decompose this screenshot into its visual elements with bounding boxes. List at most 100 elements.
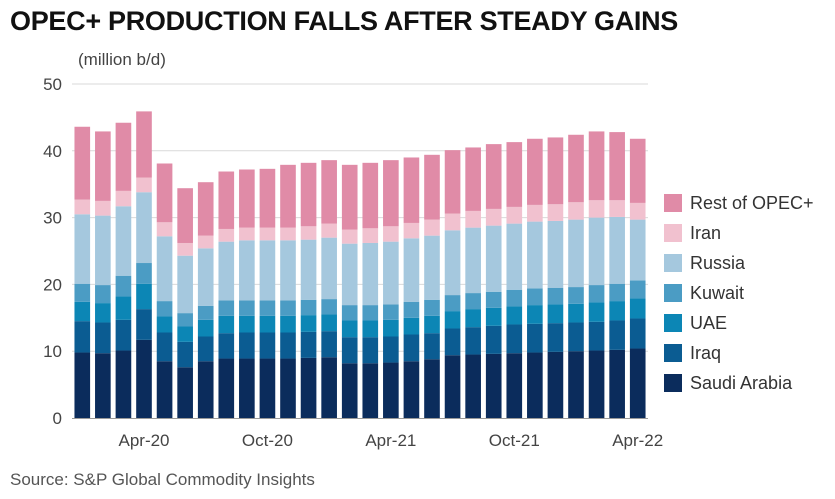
bar-segment-saudi-arabia (609, 349, 625, 418)
bar-segment-rest-of-opec (239, 169, 255, 228)
bar-segment-rest-of-opec (465, 147, 481, 211)
bar-segment-rest-of-opec (424, 154, 440, 220)
bar-segment-iraq (239, 332, 255, 359)
bar-segment-uae (115, 296, 132, 320)
bar-segment-rest-of-opec (403, 157, 420, 223)
bar-segment-kuwait (362, 305, 379, 321)
legend-label: Iran (690, 223, 721, 243)
bar-segment-uae (341, 320, 358, 338)
bar-segment-russia (383, 241, 399, 305)
bar-stack (547, 137, 564, 418)
bar-segment-iraq (341, 337, 358, 364)
legend-swatch (664, 224, 682, 242)
bar-segment-kuwait (588, 285, 605, 303)
bar-stack (629, 138, 646, 418)
bar-segment-iran (115, 190, 132, 207)
bar-segment-kuwait (568, 287, 584, 304)
bar-stack (177, 188, 193, 418)
bar-segment-russia (609, 216, 625, 284)
bar-segment-iraq (403, 334, 420, 362)
bar-segment-russia (341, 243, 358, 306)
bar-segment-rest-of-opec (568, 134, 584, 203)
bar-segment-rest-of-opec (629, 138, 646, 203)
bar-stack (568, 134, 584, 418)
legend-label: Rest of OPEC+ (690, 193, 814, 213)
bar-segment-uae (609, 301, 625, 321)
bar-segment-russia (424, 235, 440, 300)
bar-segment-kuwait (197, 305, 214, 320)
bar-segment-uae (239, 315, 255, 333)
bar-stack (341, 164, 358, 418)
bar-segment-iran (403, 222, 420, 239)
bar-segment-uae (506, 306, 523, 325)
bar-segment-rest-of-opec (259, 168, 276, 228)
bar-segment-uae (321, 314, 337, 332)
bar-stack (95, 131, 111, 418)
bar-segment-iraq (547, 323, 564, 352)
bar-segment-iraq (156, 332, 173, 362)
legend-swatch (664, 314, 682, 332)
legend-label: Saudi Arabia (690, 373, 793, 393)
bar-segment-saudi-arabia (321, 357, 337, 418)
bar-segment-iraq (485, 325, 502, 354)
bar-stack (588, 131, 605, 418)
bar-segment-russia (239, 240, 255, 301)
bar-segment-iraq (568, 322, 584, 352)
bar-segment-saudi-arabia (239, 358, 255, 418)
bar-segment-kuwait (280, 300, 296, 316)
bar-segment-russia (321, 237, 337, 300)
bar-segment-russia (115, 206, 132, 276)
bar-segment-russia (156, 236, 173, 302)
bar-segment-iran (95, 200, 111, 216)
bar-segment-russia (136, 192, 152, 264)
bar-segment-russia (547, 220, 564, 288)
bar-segment-uae (568, 303, 584, 323)
bar-segment-iran (218, 228, 235, 242)
bar-segment-kuwait (485, 291, 502, 308)
y-tick-label: 10 (43, 342, 62, 361)
bar-segment-rest-of-opec (300, 162, 317, 227)
bar-segment-kuwait (424, 299, 440, 316)
bar-segment-rest-of-opec (74, 126, 91, 200)
bar-segment-saudi-arabia (527, 352, 543, 418)
bar-segment-iraq (74, 321, 91, 353)
bar-segment-rest-of-opec (362, 162, 379, 229)
bar-segment-kuwait (239, 300, 255, 316)
bar-segment-kuwait (383, 304, 399, 320)
bar-segment-rest-of-opec (136, 111, 152, 178)
bar-stack (259, 168, 276, 418)
bar-segment-rest-of-opec (444, 150, 461, 214)
bar-segment-kuwait (609, 283, 625, 302)
bar-segment-uae (527, 305, 543, 324)
y-tick-label: 40 (43, 142, 62, 161)
bar-segment-russia (465, 227, 481, 294)
bar-segment-iran (197, 235, 214, 249)
bar-stack (362, 162, 379, 418)
bar-segment-rest-of-opec (609, 132, 625, 201)
bar-segment-uae (95, 303, 111, 323)
legend-item-iran: Iran (664, 223, 721, 243)
bar-segment-iraq (321, 331, 337, 358)
bar-segment-iran (527, 204, 543, 222)
x-tick-label: Oct-21 (489, 431, 540, 450)
bar-stack (506, 142, 523, 418)
bar-segment-iraq (424, 333, 440, 360)
bar-segment-kuwait (321, 299, 337, 315)
bar-segment-rest-of-opec (156, 163, 173, 223)
bar-segment-iran (74, 199, 91, 215)
bar-segment-russia (197, 248, 214, 306)
bar-segment-kuwait (115, 275, 132, 297)
bar-segment-iraq (177, 341, 193, 368)
bar-segment-iran (609, 200, 625, 217)
bar-segment-rest-of-opec (588, 131, 605, 201)
bar-stack (218, 171, 235, 418)
bar-segment-russia (444, 230, 461, 296)
bar-segment-rest-of-opec (95, 131, 111, 201)
bar-segment-saudi-arabia (218, 358, 235, 418)
bar-stack (321, 160, 337, 418)
bar-segment-saudi-arabia (362, 363, 379, 418)
chart-title: OPEC+ PRODUCTION FALLS AFTER STEADY GAIN… (10, 6, 679, 36)
bar-segment-rest-of-opec (218, 171, 235, 229)
bar-segment-kuwait (444, 295, 461, 312)
bar-segment-rest-of-opec (115, 122, 132, 191)
